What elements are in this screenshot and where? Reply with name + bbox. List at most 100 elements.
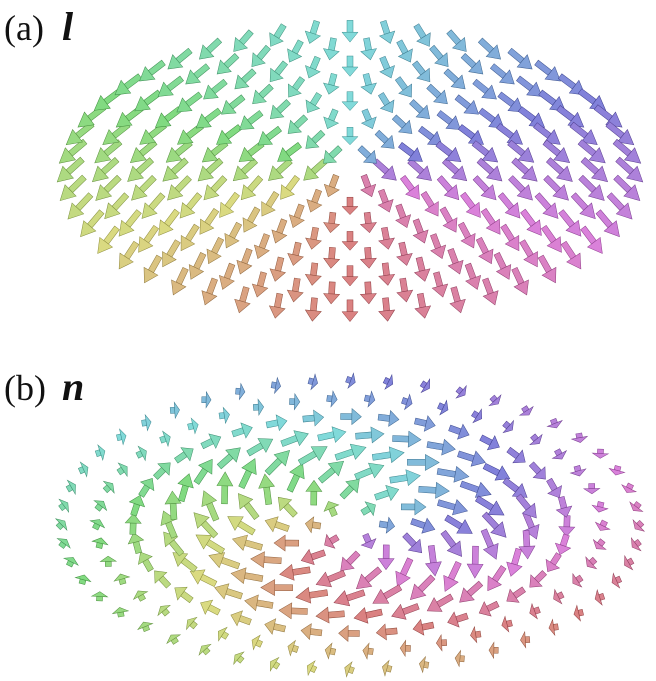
arrow-shaft	[232, 428, 245, 437]
arrow	[593, 518, 612, 534]
arrow	[134, 444, 150, 463]
arrow	[481, 563, 510, 596]
arrow-shaft	[558, 74, 576, 89]
arrow-shaft	[538, 255, 552, 273]
arrow-shaft	[211, 237, 223, 254]
arrow-head	[304, 238, 322, 251]
arrow	[357, 107, 380, 132]
arrow-head	[422, 518, 438, 537]
arrow-shaft	[418, 575, 435, 592]
arrow-shaft	[483, 463, 500, 475]
arrow	[486, 392, 504, 410]
arrow	[228, 608, 253, 630]
arrow-head	[483, 543, 503, 562]
arrow-shaft	[437, 594, 454, 607]
arrow-head	[342, 206, 358, 214]
arrow-shaft	[205, 208, 219, 225]
arrow-head	[389, 410, 400, 427]
arrow-shaft	[96, 596, 102, 601]
arrow	[321, 498, 342, 518]
arrow-shaft	[364, 212, 371, 224]
arrow	[244, 432, 277, 460]
arrow	[423, 545, 443, 577]
arrow-head	[241, 420, 255, 438]
arrow	[247, 80, 277, 109]
arrow-head	[352, 409, 362, 425]
arrow-head	[572, 436, 589, 444]
arrow	[296, 440, 332, 470]
arrow	[216, 472, 233, 504]
arrow-head	[267, 269, 285, 284]
arrow-shaft	[578, 89, 596, 105]
arrow-shaft	[503, 478, 519, 492]
arrow-shaft	[496, 123, 513, 138]
arrow-head	[414, 269, 432, 284]
arrow	[235, 383, 246, 400]
arrow-shaft	[245, 540, 263, 550]
arrow-shaft	[494, 252, 506, 269]
arrow-head	[389, 445, 405, 463]
arrow-head	[100, 556, 116, 562]
arrow	[156, 237, 185, 271]
vector-field-b	[53, 372, 648, 679]
arrow	[282, 74, 309, 102]
arrow	[295, 585, 329, 606]
arrow	[582, 554, 600, 573]
arrow-shaft	[176, 48, 192, 63]
arrow-shaft	[125, 210, 141, 228]
arrow-head	[313, 572, 332, 592]
arrow	[323, 642, 337, 660]
arrow-head	[321, 184, 340, 199]
arrow-shaft	[416, 257, 425, 272]
arrow-head	[415, 499, 426, 515]
arrow-shaft	[170, 407, 175, 413]
arrow	[423, 80, 453, 109]
arrow-shaft	[257, 272, 266, 287]
arrow-head	[445, 612, 459, 630]
arrow	[136, 619, 154, 634]
arrow	[342, 56, 358, 76]
arrow	[212, 120, 245, 150]
arrow	[517, 206, 548, 240]
arrow-head	[389, 604, 406, 623]
arrow-head	[322, 49, 340, 62]
arrow-shaft	[405, 645, 410, 651]
arrow-shaft	[329, 282, 336, 294]
arrow-shaft	[365, 567, 382, 583]
arrow	[391, 202, 414, 230]
arrow-head	[360, 258, 377, 269]
arrow-shaft	[413, 219, 423, 234]
arrow-shaft	[564, 516, 570, 527]
arrow-head	[331, 591, 349, 611]
arrow	[429, 270, 451, 299]
arrow	[520, 631, 530, 648]
arrow-shaft	[390, 475, 408, 484]
arrow-shaft	[309, 590, 328, 599]
arrow-shaft	[498, 193, 514, 210]
arrow	[112, 238, 143, 273]
arrow-shaft	[518, 107, 535, 122]
arrow	[286, 277, 306, 303]
arrow-shaft	[382, 263, 389, 276]
arrow	[315, 606, 345, 624]
arrow-shaft	[476, 237, 488, 254]
arrow-head	[406, 468, 422, 486]
arrow-head	[261, 579, 275, 595]
arrow-head	[548, 619, 555, 636]
arrow	[341, 408, 362, 424]
arrow-head	[411, 619, 424, 637]
arrow	[360, 247, 378, 269]
arrow	[230, 531, 264, 555]
arrow	[257, 473, 277, 505]
arrow	[456, 189, 486, 222]
arrow-shaft	[355, 432, 371, 439]
arrow-shaft	[148, 60, 165, 75]
arrow-shaft	[417, 293, 425, 308]
arrow-shaft	[448, 561, 461, 580]
arrow	[527, 602, 542, 621]
arrow	[219, 220, 246, 252]
arrow	[264, 21, 291, 51]
arrow-shaft	[589, 483, 595, 488]
arrow-shaft	[441, 640, 446, 646]
arrow	[55, 535, 73, 552]
